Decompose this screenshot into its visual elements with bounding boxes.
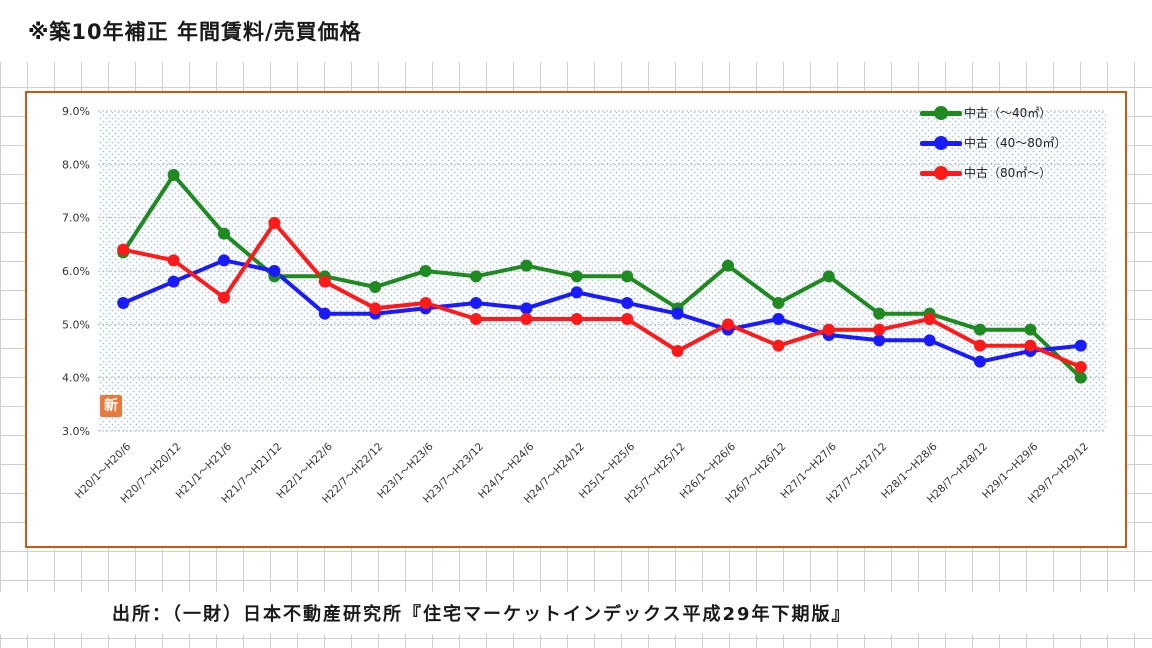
data-point	[873, 307, 886, 320]
data-point	[722, 318, 734, 331]
data-point	[369, 302, 382, 315]
data-point	[218, 227, 230, 240]
y-tick-label: 6.0%	[62, 265, 90, 278]
data-point	[772, 313, 785, 325]
data-point	[772, 339, 785, 352]
data-point	[1024, 323, 1037, 336]
legend-item-under-40: 中古（～40㎡）	[920, 102, 1120, 132]
data-point	[974, 339, 986, 352]
data-point	[218, 291, 230, 304]
legend-label: 中古（80㎡～）	[964, 166, 1052, 180]
data-point	[621, 270, 634, 283]
y-tick-label: 4.0%	[62, 372, 90, 385]
data-point	[167, 169, 180, 181]
data-point	[873, 334, 886, 347]
data-point	[1074, 361, 1087, 373]
data-point	[822, 323, 835, 336]
chart-legend: 中古（～40㎡） 中古（40～80㎡） 中古（80㎡～）	[920, 102, 1120, 192]
legend-label: 中古（～40㎡）	[964, 106, 1052, 120]
data-point	[772, 297, 785, 309]
data-point	[520, 302, 533, 315]
data-point	[520, 259, 533, 272]
y-tick-label: 9.0%	[62, 105, 90, 118]
data-point	[570, 286, 583, 299]
source-citation: 出所：（一財）日本不動産研究所『住宅マーケットインデックス平成29年下期版』	[112, 604, 852, 625]
source-band	[0, 592, 1152, 634]
data-point	[117, 297, 130, 309]
data-point	[570, 270, 583, 283]
series-line-2	[122, 221, 1082, 369]
legend-marker-green	[934, 106, 948, 120]
y-tick-label: 7.0%	[62, 212, 90, 225]
data-point	[1074, 371, 1087, 384]
data-point	[318, 275, 331, 288]
data-point	[419, 265, 432, 277]
legend-label: 中古（40～80㎡）	[964, 136, 1067, 150]
data-point	[974, 355, 986, 368]
legend-item-40-80: 中古（40～80㎡）	[920, 132, 1120, 162]
data-point	[621, 297, 634, 309]
legend-item-over-80: 中古（80㎡～）	[920, 162, 1120, 192]
data-point	[671, 307, 684, 320]
data-point	[218, 254, 230, 267]
data-point	[470, 313, 482, 325]
title-band	[0, 0, 1152, 62]
y-tick-label: 5.0%	[62, 318, 90, 331]
page-title: ※築10年補正 年間賃料/売買価格	[28, 20, 362, 44]
data-point	[470, 270, 482, 283]
data-point	[520, 313, 533, 325]
data-point	[923, 313, 936, 325]
data-point	[1074, 339, 1087, 352]
data-point	[621, 313, 634, 325]
data-point	[268, 265, 281, 277]
data-point	[369, 281, 382, 293]
new-stamp-icon: 新	[100, 395, 122, 417]
data-point	[923, 334, 936, 347]
series-line-1	[122, 258, 1082, 364]
data-point	[722, 259, 734, 272]
data-point	[470, 297, 482, 309]
data-point	[318, 307, 331, 320]
data-point	[268, 217, 281, 229]
legend-marker-blue	[934, 136, 948, 150]
data-point	[1024, 339, 1037, 352]
data-point	[117, 243, 130, 256]
data-point	[419, 297, 432, 309]
data-point	[167, 254, 180, 267]
data-point	[974, 323, 986, 336]
data-point	[671, 345, 684, 357]
data-point	[822, 270, 835, 283]
data-point	[167, 275, 180, 288]
y-tick-label: 3.0%	[62, 425, 90, 438]
y-tick-label: 8.0%	[62, 158, 90, 171]
legend-marker-red	[934, 166, 948, 180]
data-point	[570, 313, 583, 325]
data-point	[873, 323, 886, 336]
